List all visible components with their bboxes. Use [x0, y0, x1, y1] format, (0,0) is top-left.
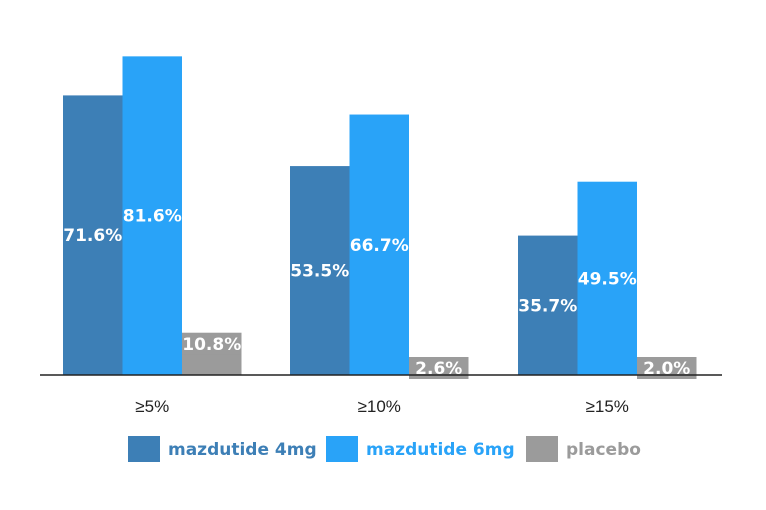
bar-mazdutide-6mg-2 — [349, 114, 409, 375]
bar-mazdutide-4mg-2 — [290, 166, 350, 375]
legend: mazdutide 4mg mazdutide 6mg placebo — [128, 436, 641, 462]
bar-mazdutide-6mg-3 — [577, 181, 637, 375]
data-label-mazdutide-4mg-3: 35.7% — [518, 296, 577, 316]
legend-swatch-mazdutide-6mg — [326, 436, 358, 462]
data-label-placebo-2: 2.6% — [415, 359, 462, 379]
data-label-mazdutide-6mg-2: 66.7% — [350, 236, 409, 256]
x-tick-labels-group: ≥5% ≥10% ≥15% — [135, 397, 629, 416]
legend-swatch-mazdutide-4mg — [128, 436, 160, 462]
data-label-box-placebo-3 — [637, 357, 697, 379]
data-label-mazdutide-4mg-2: 53.5% — [290, 262, 349, 282]
data-label-mazdutide-6mg-1: 81.6% — [123, 207, 182, 227]
data-label-box-placebo-1 — [182, 332, 242, 355]
legend-label-mazdutide-4mg: mazdutide 4mg — [168, 440, 317, 460]
bar-mazdutide-4mg-1 — [63, 95, 123, 375]
data-label-mazdutide-6mg-3: 49.5% — [578, 269, 637, 289]
data-label-box-placebo-2 — [409, 357, 469, 379]
bar-mazdutide-6mg-1 — [122, 56, 182, 376]
legend-label-placebo: placebo — [566, 440, 641, 460]
bars-group — [63, 56, 697, 376]
data-label-placebo-3: 2.0% — [643, 359, 690, 379]
legend-label-mazdutide-6mg: mazdutide 6mg — [366, 440, 515, 460]
data-label-mazdutide-4mg-1: 71.6% — [63, 226, 122, 246]
data-label-placebo-1: 10.8% — [182, 335, 241, 355]
x-tick-label-3: ≥15% — [586, 397, 629, 416]
data-labels-group: 71.6%81.6% 10.8% 53.5%66.7% 2.6% 35.7%49.5% 2… — [63, 207, 697, 379]
bar-mazdutide-4mg-3 — [518, 235, 578, 375]
x-tick-label-2: ≥10% — [358, 397, 401, 416]
legend-swatch-placebo — [526, 436, 558, 462]
x-tick-label-1: ≥5% — [135, 397, 169, 416]
